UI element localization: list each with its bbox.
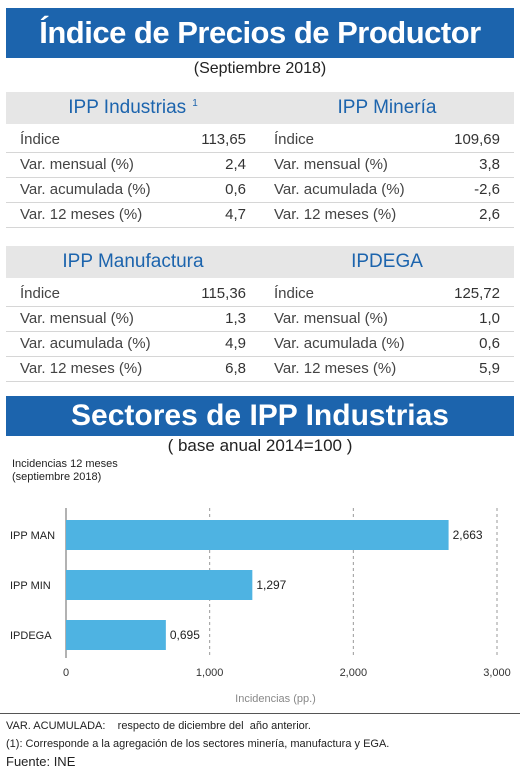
footnote-marker: 1 (192, 98, 198, 109)
x-tick-label: 0 (63, 667, 69, 679)
row-var-mensual: Var. mensual (%) 1,0 (260, 307, 514, 332)
row-label: Var. acumulada (%) (20, 181, 151, 198)
row-value: 5,9 (479, 360, 500, 377)
row-value: 4,9 (225, 335, 246, 352)
row-var-mensual: Var. mensual (%) 3,8 (260, 153, 514, 178)
row-var-12-meses: Var. 12 meses (%) 6,8 (6, 357, 260, 382)
footnote-var-acumulada: VAR. ACUMULADA: respecto de diciembre de… (6, 720, 311, 732)
row-indice: Índice 109,69 (260, 128, 514, 153)
bar (66, 620, 166, 650)
row-value: 6,8 (225, 360, 246, 377)
row-var-acumulada: Var. acumulada (%) -2,6 (260, 178, 514, 203)
row-var-acumulada: Var. acumulada (%) 0,6 (260, 332, 514, 357)
row-label: Var. 12 meses (%) (274, 206, 397, 223)
card-ipdega: IPDEGA Índice 125,72 Var. mensual (%) 1,0 … (260, 246, 514, 382)
bar (66, 570, 253, 600)
row-var-mensual: Var. mensual (%) 1,3 (6, 307, 260, 332)
data-label: 2,663 (453, 528, 483, 542)
row-value: 1,0 (479, 310, 500, 327)
card-title: IPP Industrias 1 (6, 92, 260, 124)
incidencias-bar-chart: 0 1,000 2,000 3,000 Incidencias (pp.) IPP MAN… (10, 508, 511, 705)
x-tick-label: 2,000 (340, 667, 368, 679)
card-ipp-mineria: IPP Minería Índice 109,69 Var. mensual (%… (260, 92, 514, 228)
row-value: 109,69 (454, 131, 500, 148)
row-label: Var. mensual (%) (20, 310, 134, 327)
row-value: 0,6 (479, 335, 500, 352)
row-label: Var. mensual (%) (274, 310, 388, 327)
card-title-text: IPP Industrias (68, 97, 187, 118)
row-label: Var. 12 meses (%) (20, 360, 143, 377)
main-title: Índice de Precios de Productor Industria… (6, 8, 514, 100)
chart-caption-line1: Incidencias 12 meses (12, 458, 118, 470)
period-subtitle: (Septiembre 2018) (193, 60, 327, 77)
bar (66, 520, 449, 550)
row-value: 1,3 (225, 310, 246, 327)
row-label: Var. 12 meses (%) (274, 360, 397, 377)
source-note: Fuente: INE (6, 754, 76, 769)
sectors-title: Sectores de IPP Industrias (6, 396, 514, 436)
row-value: 125,72 (454, 285, 500, 302)
row-label: Índice (274, 285, 315, 302)
base-year-subtitle: ( base anual 2014=100 ) (167, 436, 353, 455)
row-value: 115,36 (201, 285, 246, 302)
footer-divider (0, 713, 520, 714)
card-ipp-manufactura: IPP Manufactura Índice 115,36 Var. mensua… (6, 246, 260, 382)
row-value: -2,6 (474, 181, 500, 198)
row-value: 2,4 (225, 156, 246, 173)
x-tick-label: 1,000 (196, 667, 224, 679)
row-indice: Índice 115,36 (6, 282, 260, 307)
row-label: Var. mensual (%) (20, 156, 134, 173)
category-label: IPDEGA (10, 630, 52, 642)
card-ipp-industrias: IPP Industrias 1 Índice 113,65 Var. mensua… (6, 92, 260, 228)
chart-caption: Incidencias 12 meses (septiembre 2018) (12, 458, 118, 484)
row-var-12-meses: Var. 12 meses (%) 2,6 (260, 203, 514, 228)
row-value: 0,6 (225, 181, 246, 198)
row-var-acumulada: Var. acumulada (%) 0,6 (6, 178, 260, 203)
category-label: IPP MIN (10, 580, 51, 592)
row-var-12-meses: Var. 12 meses (%) 4,7 (6, 203, 260, 228)
row-value: 3,8 (479, 156, 500, 173)
row-label: Var. 12 meses (%) (20, 206, 143, 223)
chart-caption-line2: (septiembre 2018) (12, 471, 102, 483)
footnote-1: (1): Corresponde a la agregación de los … (6, 738, 390, 750)
row-indice: Índice 125,72 (260, 282, 514, 307)
card-title: IPDEGA (260, 246, 514, 278)
row-label: Var. acumulada (%) (274, 181, 405, 198)
row-label: Índice (20, 285, 61, 302)
row-var-12-meses: Var. 12 meses (%) 5,9 (260, 357, 514, 382)
card-title: IPP Minería (260, 92, 514, 124)
row-label: Var. acumulada (%) (20, 335, 151, 352)
row-label: Índice (20, 131, 61, 148)
row-label: Índice (274, 131, 315, 148)
category-label: IPP MAN (10, 530, 55, 542)
row-value: 4,7 (225, 206, 246, 223)
data-label: 1,297 (256, 578, 286, 592)
x-tick-label: 3,000 (483, 667, 511, 679)
data-label: 0,695 (170, 628, 200, 642)
row-var-acumulada: Var. acumulada (%) 4,9 (6, 332, 260, 357)
row-label: Var. acumulada (%) (274, 335, 405, 352)
row-value: 113,65 (201, 131, 246, 148)
row-var-mensual: Var. mensual (%) 2,4 (6, 153, 260, 178)
x-axis-label: Incidencias (pp.) (235, 693, 316, 705)
row-indice: Índice 113,65 (6, 128, 260, 153)
row-label: Var. mensual (%) (274, 156, 388, 173)
row-value: 2,6 (479, 206, 500, 223)
card-title: IPP Manufactura (6, 246, 260, 278)
